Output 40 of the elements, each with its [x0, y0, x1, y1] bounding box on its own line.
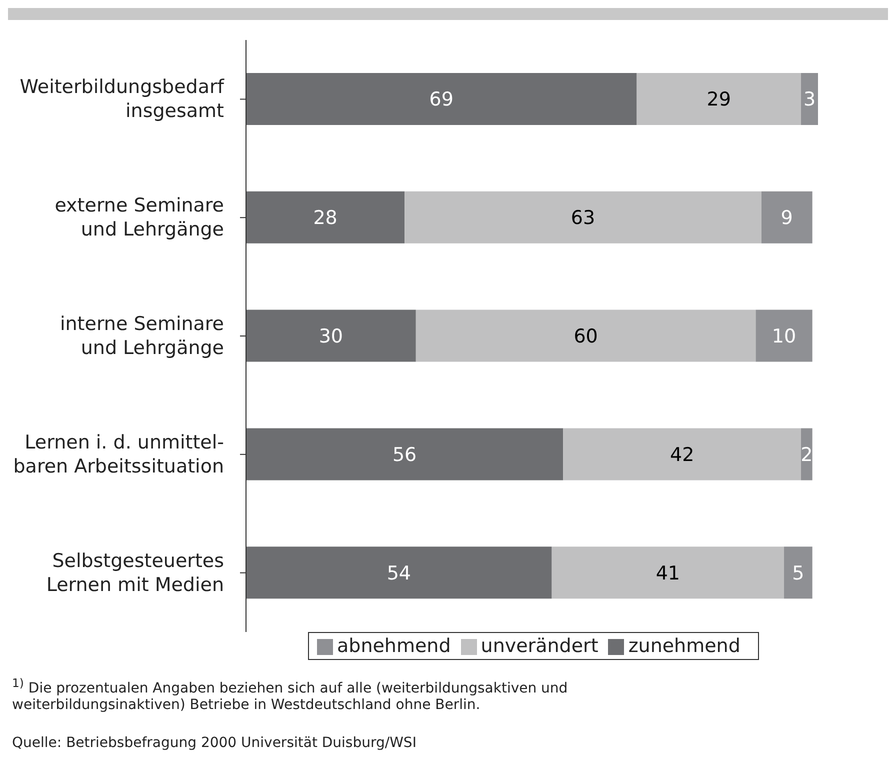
y-tick-label: Selbstgesteuertes Lernen mit Medien [46, 550, 224, 596]
data-label: 42 [670, 444, 694, 466]
bar [784, 546, 812, 599]
data-label: 9 [780, 207, 793, 230]
data-label: 2 [800, 444, 813, 466]
bar [246, 73, 637, 125]
data-label: 54 [386, 562, 412, 584]
source-note: Quelle: Betriebsbefragung 2000 Universität Duisburg/WSI [12, 734, 418, 751]
bar [246, 428, 564, 480]
text: $^{1)}$ Die prozentualen Angaben beziehen sich auf alle (weiterbildungsaktiven und weiterbildungsinaktiven) Betriebe in Westdeutschland ohne Berlin. [12, 676, 569, 713]
bar [801, 428, 812, 480]
data-label: 5 [792, 562, 804, 584]
bar [761, 191, 812, 244]
data-label: 10 [772, 326, 796, 348]
bar [552, 546, 784, 599]
bar [246, 546, 552, 599]
y-tick-label: Lernen i. d. unmittel- baren Arbeitssituation [13, 431, 224, 478]
data-label: 60 [574, 326, 598, 348]
y-tick-label: interne Seminare und Lehrgänge [60, 313, 224, 359]
bar [246, 191, 405, 244]
legend-label: unverändert [480, 635, 598, 657]
bar [246, 310, 416, 362]
data-label: 69 [429, 88, 454, 111]
data-label: 63 [570, 207, 596, 230]
bar [563, 428, 802, 480]
data-label: 29 [706, 88, 731, 111]
y-tick-label: Weiterbildungsbedarf insgesamt [20, 76, 226, 122]
y-tick-label: externe Seminare und Lehrgänge [54, 194, 224, 241]
data-label: 28 [313, 207, 338, 230]
data-label: 30 [318, 326, 344, 348]
bar [636, 73, 802, 125]
data-label: 41 [656, 562, 680, 584]
bar [404, 191, 762, 244]
bar [416, 310, 756, 362]
legend-label: abnehmend [337, 635, 451, 657]
data-label: 56 [392, 444, 417, 466]
bar [756, 310, 812, 362]
legend-label: zunehmend [628, 635, 740, 657]
bar [801, 73, 818, 125]
data-label: 3 [803, 88, 816, 111]
